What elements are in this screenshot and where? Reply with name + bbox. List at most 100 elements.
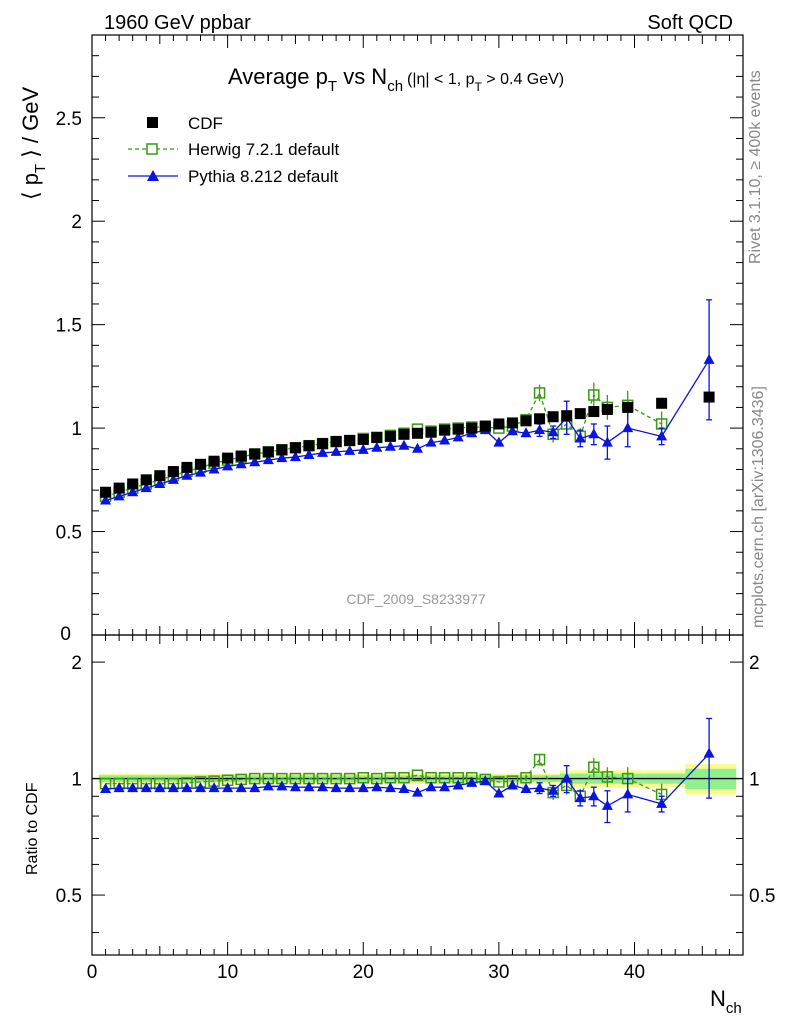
ratio-pythia-point [127,782,139,793]
herwig-line [105,391,662,498]
main-y-tick-label: 2 [71,212,82,233]
main-axis-ticks [92,35,743,635]
ratio-pythia-point [520,782,532,793]
ratio-pythia-point [439,781,451,792]
cdf-point [344,435,356,447]
pythia-point [398,439,410,450]
pythia-point [303,449,315,459]
pythia-point [140,482,152,493]
ratio-y-tick-labels-right: 0.5 1 2 [749,653,775,907]
cdf-point [330,436,342,448]
ratio-pythia-point [303,781,315,792]
legend-pythia-label: Pythia 8.212 default [188,167,339,186]
mcplots-reference-label: mcplots.cern.ch [arXiv:1306.3436] [750,386,767,628]
ratio-pythia-point [601,799,613,810]
ratio-y-tick-label: 0.5 [56,886,82,907]
cdf-point [439,424,451,436]
ratio-herwig-point [588,761,600,773]
pythia-point [235,458,247,469]
ratio-pythia-point [703,747,715,758]
ratio-pythia-point [208,782,220,793]
cdf-point [466,422,478,434]
ratio-pythia-point [574,792,586,803]
pythia-point [425,436,437,447]
pythia-point [493,436,505,447]
ratio-pythia-point [466,776,478,787]
cdf-point [222,452,234,464]
pythia-point [452,431,464,442]
pythia-point [506,425,518,436]
rivet-version-label: Rivet 3.1.10, ≥ 400k events [747,70,764,264]
cdf-point [425,426,437,438]
cdf-point [235,450,247,462]
ratio-pythia-point [357,782,369,793]
analysis-watermark: CDF_2009_S8233977 [346,591,486,607]
main-y-tick-labels: 0.5 1 1.5 2 2.5 [56,109,82,544]
pythia-point [127,486,139,497]
cdf-point [167,466,179,478]
ratio-pythia-point [384,782,396,793]
cdf-point [398,428,410,440]
cdf-point [520,415,532,427]
herwig-point [588,389,600,401]
cdf-point [276,444,288,456]
ratio-pythia-point [506,779,518,790]
ratio-pythia-point [452,779,464,790]
ratio-herwig-point [601,771,614,783]
ratio-y-tick-label: 1 [71,770,82,791]
pythia-point [439,434,451,445]
cdf-point [506,417,518,429]
pythia-point [262,454,274,465]
pythia-point [222,460,234,471]
cdf-point [493,418,505,430]
ratio-y-tick-label-right: 0.5 [749,886,775,907]
ratio-pythia-point [276,780,288,791]
ratio-y-axis-label: Ratio to CDF [24,782,41,875]
ratio-pythia-point [317,781,329,792]
ratio-pythia-point [167,782,179,793]
pythia-point [344,444,356,455]
pythia-point [289,451,301,462]
ratio-axis-ticks [92,635,743,955]
ratio-plot-panel: 0.5 1 2 0.5 1 2 0 10 20 30 40 Ratio to CDF Nch [24,634,775,1017]
ratio-y-tick-labels: 0.5 1 2 [56,653,82,907]
ratio-y-tick-label: 2 [71,653,82,674]
cdf-point [561,410,573,422]
pythia-point [547,426,559,437]
x-tick-label: 10 [217,962,238,983]
main-y-tick-zero: 0 [60,624,71,645]
pythia-point [113,490,125,501]
pythia-point [703,353,715,364]
cdf-point [384,430,396,442]
cdf-point [574,408,586,420]
ratio-herwig-point [493,776,505,788]
main-y-axis-label: ⟨ pT ⟩ / GeV [18,87,49,200]
cdf-point [656,397,668,409]
cdf-point [262,446,274,458]
ratio-y-tick-label-right: 1 [749,770,760,791]
ratio-pythia-point [534,782,546,793]
x-axis-label: Nch [710,986,742,1017]
ratio-pythia-point [289,781,301,792]
pythia-point [195,466,206,477]
pythia-point [601,436,613,447]
ratio-pythia-point [262,780,274,791]
ratio-pythia-point [113,782,125,793]
ratio-pythia-point [330,782,342,793]
cdf-point [303,440,315,452]
ratio-pythia-point [181,782,193,793]
pythia-point [276,452,288,463]
x-tick-label: 0 [87,962,98,983]
pythia-point [317,446,329,457]
header-category-label: Soft QCD [647,12,733,34]
ratio-pythia-point [371,781,383,792]
herwig-point [533,387,546,399]
legend-cdf-marker [147,117,158,128]
x-tick-labels: 0 10 20 30 40 [87,962,645,983]
pythia-point [656,430,668,441]
x-tick-label: 20 [353,962,374,983]
ratio-pythia-point [235,782,247,793]
ratio-pythia-point [154,782,166,793]
ratio-pythia-point [222,782,234,793]
ratio-pythia-point [479,775,491,786]
